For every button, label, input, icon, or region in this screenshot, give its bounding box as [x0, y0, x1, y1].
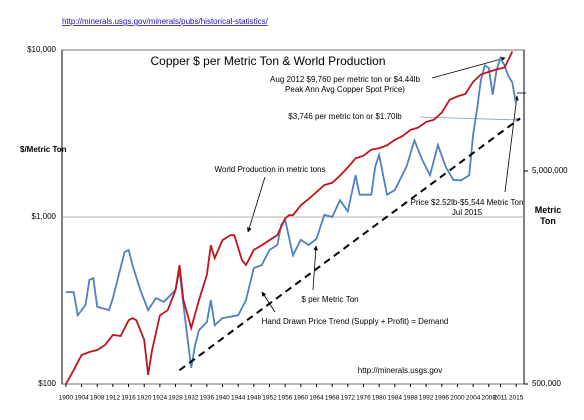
- arrow: [312, 245, 319, 291]
- annotation: Hand Drawn Price Trend (Supply + Profit)…: [262, 317, 449, 326]
- x-tick-label: 1984: [388, 395, 403, 402]
- x-tick-label: 1972: [341, 395, 356, 402]
- x-tick-label: 1960: [294, 395, 309, 402]
- series-line: [65, 51, 514, 385]
- annotation: $3,746 per metric ton or $1.70lb: [288, 112, 402, 121]
- annotation: Peak Ann Avg Copper Spot Price): [285, 85, 405, 94]
- x-tick-label: 2004: [466, 395, 481, 402]
- x-tick-label: 1952: [262, 395, 277, 402]
- x-tick-label: 1980: [372, 395, 387, 402]
- x-tick-label: 1900: [59, 395, 74, 402]
- x-tick-label: 2011: [494, 395, 508, 402]
- x-tick-label: 1976: [356, 395, 371, 402]
- x-tick-label: 1908: [90, 395, 105, 402]
- y2-tick-label: 500,000: [532, 379, 561, 388]
- x-tick-label: 2008: [482, 395, 497, 402]
- annotation: Aug 2012 $9,760 per metric ton or $4.44l…: [270, 75, 420, 84]
- x-tick-label: 1916: [121, 395, 136, 402]
- y-tick-label: $100: [38, 379, 56, 388]
- x-tick-label: 1988: [403, 395, 418, 402]
- x-tick-label: 1996: [435, 395, 450, 402]
- source-url[interactable]: http://minerals.usgs.gov/minerals/pubs/h…: [62, 17, 269, 26]
- trend-line: [178, 117, 521, 372]
- annotation: Jul 2015: [452, 208, 483, 217]
- x-tick-label: 1948: [247, 395, 262, 402]
- x-tick-label: 1924: [153, 395, 168, 402]
- x-tick-label: 1940: [215, 395, 230, 402]
- x-tick-label: 1968: [325, 395, 340, 402]
- x-tick-label: 1928: [168, 395, 183, 402]
- annotation: World Production in metric tons: [214, 165, 325, 174]
- x-tick-label: 1932: [184, 395, 199, 402]
- x-tick-label: 1944: [231, 395, 246, 402]
- y-tick-label: $10,000: [27, 45, 56, 54]
- y2-axis-label: Metric Ton: [534, 205, 562, 226]
- x-tick-label: 1920: [137, 395, 152, 402]
- arrow: [246, 176, 266, 233]
- y-tick-label: $1,000: [32, 212, 57, 221]
- arrow: [431, 56, 506, 79]
- y2-tick-label: 5,000,000: [532, 166, 568, 175]
- x-tick-label: 2000: [450, 395, 465, 402]
- chart-title: Copper $ per Metric Ton & World Producti…: [150, 54, 385, 68]
- annotation: http://minerals.usgs.gov: [358, 366, 442, 375]
- x-tick-label: 1912: [106, 395, 121, 402]
- annotation: $ per Metric Ton: [301, 295, 358, 304]
- arrow: [261, 291, 276, 313]
- y-axis-label: $/Metric Ton: [20, 145, 67, 154]
- x-tick-label: 1936: [200, 395, 215, 402]
- x-tick-label: 1964: [309, 395, 324, 402]
- x-tick-label: 2015: [509, 395, 524, 402]
- x-tick-label: 1956: [278, 395, 293, 402]
- annotation: Price $2.52lb-$5,544 Metric Ton: [411, 198, 524, 207]
- x-tick-label: 1992: [419, 395, 434, 402]
- arrows: [246, 56, 526, 313]
- arrow: [504, 95, 519, 193]
- x-tick-label: 1904: [74, 395, 89, 402]
